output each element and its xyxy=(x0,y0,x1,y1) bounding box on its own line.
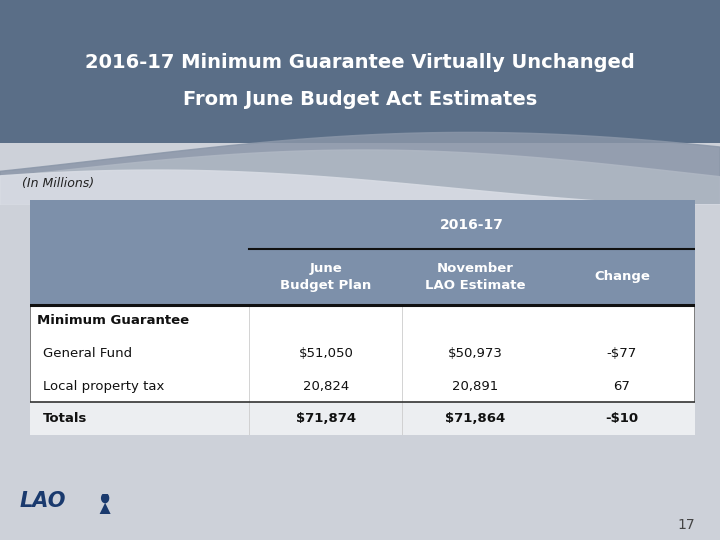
Text: 67: 67 xyxy=(613,380,630,393)
Text: 20,824: 20,824 xyxy=(303,380,349,393)
Text: General Fund: General Fund xyxy=(43,347,132,360)
Text: $50,973: $50,973 xyxy=(448,347,503,360)
Text: 17: 17 xyxy=(678,518,695,532)
Circle shape xyxy=(102,494,109,503)
Text: LAO: LAO xyxy=(20,491,66,511)
FancyBboxPatch shape xyxy=(30,200,695,435)
Text: Local property tax: Local property tax xyxy=(43,380,165,393)
Text: November
LAO Estimate: November LAO Estimate xyxy=(426,262,526,292)
Text: $71,864: $71,864 xyxy=(446,412,505,425)
Text: Minimum Guarantee: Minimum Guarantee xyxy=(37,314,189,327)
Text: June
Budget Plan: June Budget Plan xyxy=(280,262,372,292)
Text: -$77: -$77 xyxy=(607,347,637,360)
Text: Totals: Totals xyxy=(43,412,88,425)
Text: $71,874: $71,874 xyxy=(296,412,356,425)
Text: 2016-17 Minimum Guarantee Virtually Unchanged: 2016-17 Minimum Guarantee Virtually Unch… xyxy=(85,52,635,72)
FancyBboxPatch shape xyxy=(30,200,695,305)
Text: From June Budget Act Estimates: From June Budget Act Estimates xyxy=(183,90,537,110)
FancyBboxPatch shape xyxy=(30,402,695,435)
Text: 2016-17: 2016-17 xyxy=(441,218,504,232)
Polygon shape xyxy=(99,503,111,514)
FancyBboxPatch shape xyxy=(32,202,697,437)
Text: (In Millions): (In Millions) xyxy=(22,177,94,190)
Text: 20,891: 20,891 xyxy=(452,380,499,393)
Text: -$10: -$10 xyxy=(606,412,639,425)
Text: Change: Change xyxy=(594,271,649,284)
Text: $51,050: $51,050 xyxy=(299,347,354,360)
